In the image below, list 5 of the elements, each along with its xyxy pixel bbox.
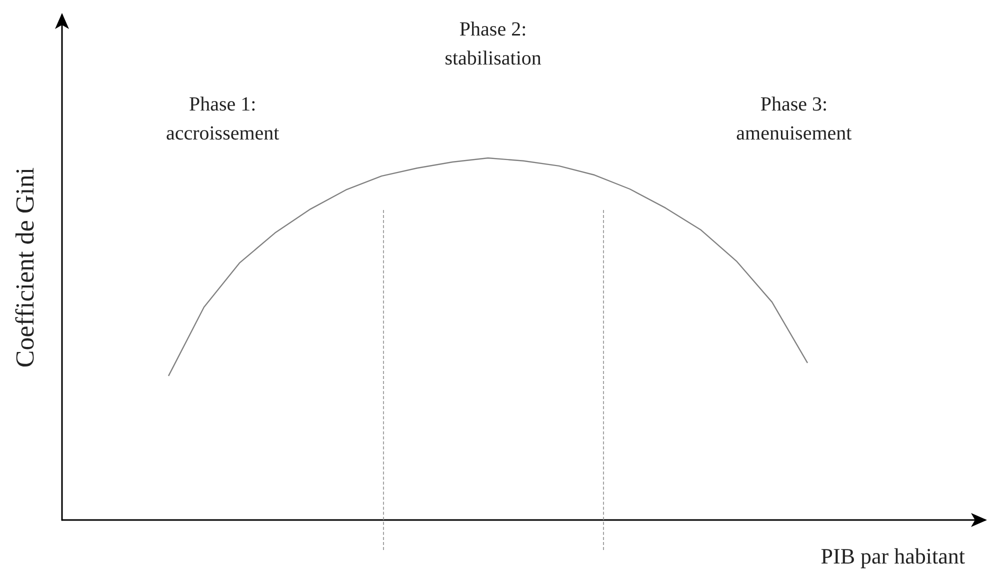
x-axis-title: PIB par habitant (820, 544, 965, 568)
text: Phase 3: amenuisement (736, 94, 852, 144)
text: Phase 2: stabilisation (444, 18, 542, 70)
y-axis-title: Coefficient de Gini (10, 167, 40, 368)
text: Phase 1: accroissement (166, 94, 280, 144)
